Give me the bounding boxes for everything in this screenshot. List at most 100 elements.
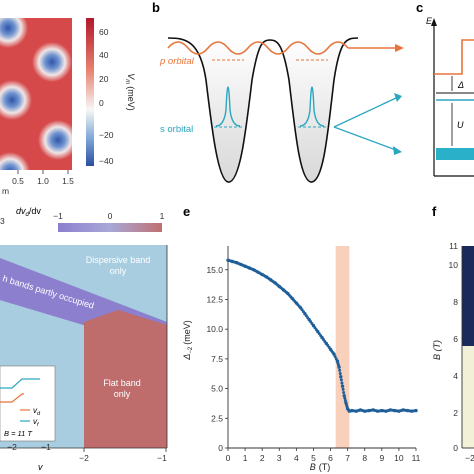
x-tick-label: 5 — [311, 453, 316, 463]
panel-a-colorbar: 60 40 20 0 −20 −40 Vm(meV) — [86, 18, 136, 166]
x-tick-label: 4 — [294, 453, 299, 463]
panel-f-y-tick: 2 — [453, 408, 458, 418]
panel-f-y-tick: 0 — [453, 443, 458, 453]
colorbar-tick: 0 — [99, 98, 104, 108]
p-orbital-wavefunction — [167, 41, 349, 55]
inset-field-label: B = 11 T — [4, 429, 33, 438]
x-tick-label: 10 — [394, 453, 404, 463]
panel-e-chart: 0 1 2 3 4 5 6 7 8 9 10 11 0 2.5 5.0 7.5 10.0 12.5 15.0 B(… — [182, 246, 421, 472]
panel-d-left-tick-fragment: 3 — [0, 216, 5, 226]
inset-x-tick: −2 — [7, 442, 17, 452]
data-point — [333, 355, 337, 359]
panel-f-fragment: 11 10 8 6 4 2 0 B (T) −2 — [432, 241, 474, 463]
x-tick-label: 7 — [345, 453, 350, 463]
colorbar-tick: 60 — [99, 27, 109, 37]
panel-label-c: c — [416, 0, 423, 15]
double-well-potential — [167, 37, 359, 183]
panel-b-diagram: p orbital s orbital — [159, 37, 404, 183]
x-tick-label: 2 — [260, 453, 265, 463]
data-point — [338, 372, 342, 376]
panel-f-y-tick: 8 — [453, 297, 458, 307]
panel-d-x-label: v — [38, 462, 43, 472]
inset-x-tick: −1 — [41, 442, 51, 452]
panel-label-e: e — [183, 204, 190, 219]
region-flat — [84, 310, 167, 448]
x-tick-label: 6 — [328, 453, 333, 463]
legend-label-vd: vd — [33, 406, 41, 417]
panel-f-y-label: B (T) — [432, 340, 442, 360]
data-point — [343, 396, 347, 400]
s-orbital-label: s orbital — [160, 124, 193, 135]
svg-text:B (T): B (T) — [432, 340, 442, 360]
data-point — [339, 375, 343, 379]
panel-a-heatmap: 0.5 1.0 1.5 m — [0, 18, 74, 196]
y-tick-label: 10.0 — [206, 324, 223, 334]
s-orbital-arrow-up — [394, 93, 402, 102]
p-level-line — [434, 39, 474, 75]
heatmap-minimum — [0, 18, 28, 48]
y-tick-label: 2.5 — [211, 413, 223, 423]
heatmap-x-tick: 1.0 — [37, 176, 49, 186]
y-tick-label: 12.5 — [206, 294, 223, 304]
panel-d-phase-diagram: −2 −1 v Dispersive band only Flat band onl… — [0, 245, 168, 472]
colorbar-tick: 1 — [160, 211, 165, 221]
colorbar-tick: −40 — [99, 156, 114, 166]
y-tick-label: 7.5 — [211, 354, 223, 364]
panel-c-energy-levels: E Δ U — [426, 16, 474, 177]
p-orbital-arrow — [395, 44, 404, 52]
panel-f-y-tick: 4 — [453, 371, 458, 381]
data-point — [332, 352, 336, 356]
x-ticks: 0 1 2 3 4 5 6 7 8 9 10 11 — [226, 448, 421, 463]
svg-text:Vm(meV): Vm(meV) — [124, 73, 136, 111]
panel-d-colorbar-gradient — [58, 223, 162, 232]
panel-d-x-tick: −1 — [157, 453, 167, 463]
heatmap-minimum — [32, 42, 72, 82]
data-point — [414, 408, 418, 413]
x-tick-label: 9 — [379, 453, 384, 463]
s-orbital-peak-left — [215, 86, 241, 127]
u-label-fragment: U — [457, 120, 464, 130]
y-axis-label: Δ−2(meV) — [182, 320, 194, 360]
panel-d-x-tick: −2 — [79, 453, 89, 463]
data-point — [340, 384, 345, 388]
y-ticks: 0 2.5 5.0 7.5 10.0 12.5 15.0 — [206, 265, 228, 453]
panel-f-y-tick: 6 — [453, 334, 458, 344]
x-tick-label: 3 — [277, 453, 282, 463]
data-points — [226, 258, 418, 413]
panel-f-dark-region — [462, 246, 474, 346]
panel-f-x-tick: −2 — [465, 453, 474, 463]
heatmap-minimum — [0, 80, 32, 120]
colorbar-tick: −20 — [99, 130, 114, 140]
data-point — [342, 394, 346, 398]
x-tick-label: 8 — [362, 453, 367, 463]
panel-d-colorbar: 3 dvd/dv −1 0 1 — [0, 206, 165, 232]
filled-s-band — [436, 148, 474, 160]
delta-label-fragment: Δ — [457, 80, 464, 90]
colorbar-label: Vm(meV) — [124, 73, 136, 111]
heatmap-x-tick: 1.5 — [62, 176, 74, 186]
x-tick-label: 11 — [412, 453, 421, 463]
y-tick-label: 5.0 — [211, 384, 223, 394]
colorbar-tick: 20 — [99, 74, 109, 84]
panel-d-colorbar-title: dvd/dv — [16, 206, 41, 218]
panel-f-y-tick: 10 — [449, 260, 459, 270]
panel-f-y-tick: 11 — [449, 241, 458, 251]
heatmap-x-tick: 0.5 — [12, 176, 24, 186]
data-point — [341, 387, 345, 391]
heatmap-minimum — [0, 152, 30, 170]
legend-label-vf: vf — [33, 417, 39, 428]
data-point — [342, 391, 346, 395]
label-dispersive: Dispersive band only — [86, 255, 151, 276]
y-tick-label: 0 — [218, 443, 223, 453]
panel-d-inset: vd vf B = 11 T −2 −1 — [0, 365, 56, 452]
s-orbital-peak-right — [299, 86, 325, 127]
x-axis-label: B (T) — [310, 462, 331, 472]
s-orbital-arrow-down — [393, 146, 402, 155]
panel-f-light-region — [462, 346, 474, 448]
y-tick-label: 15.0 — [206, 265, 223, 275]
energy-axis-label: E — [426, 16, 433, 26]
heatmap-minimum — [38, 120, 72, 160]
panel-label-f: f — [432, 204, 437, 219]
panel-label-b: b — [152, 0, 160, 15]
